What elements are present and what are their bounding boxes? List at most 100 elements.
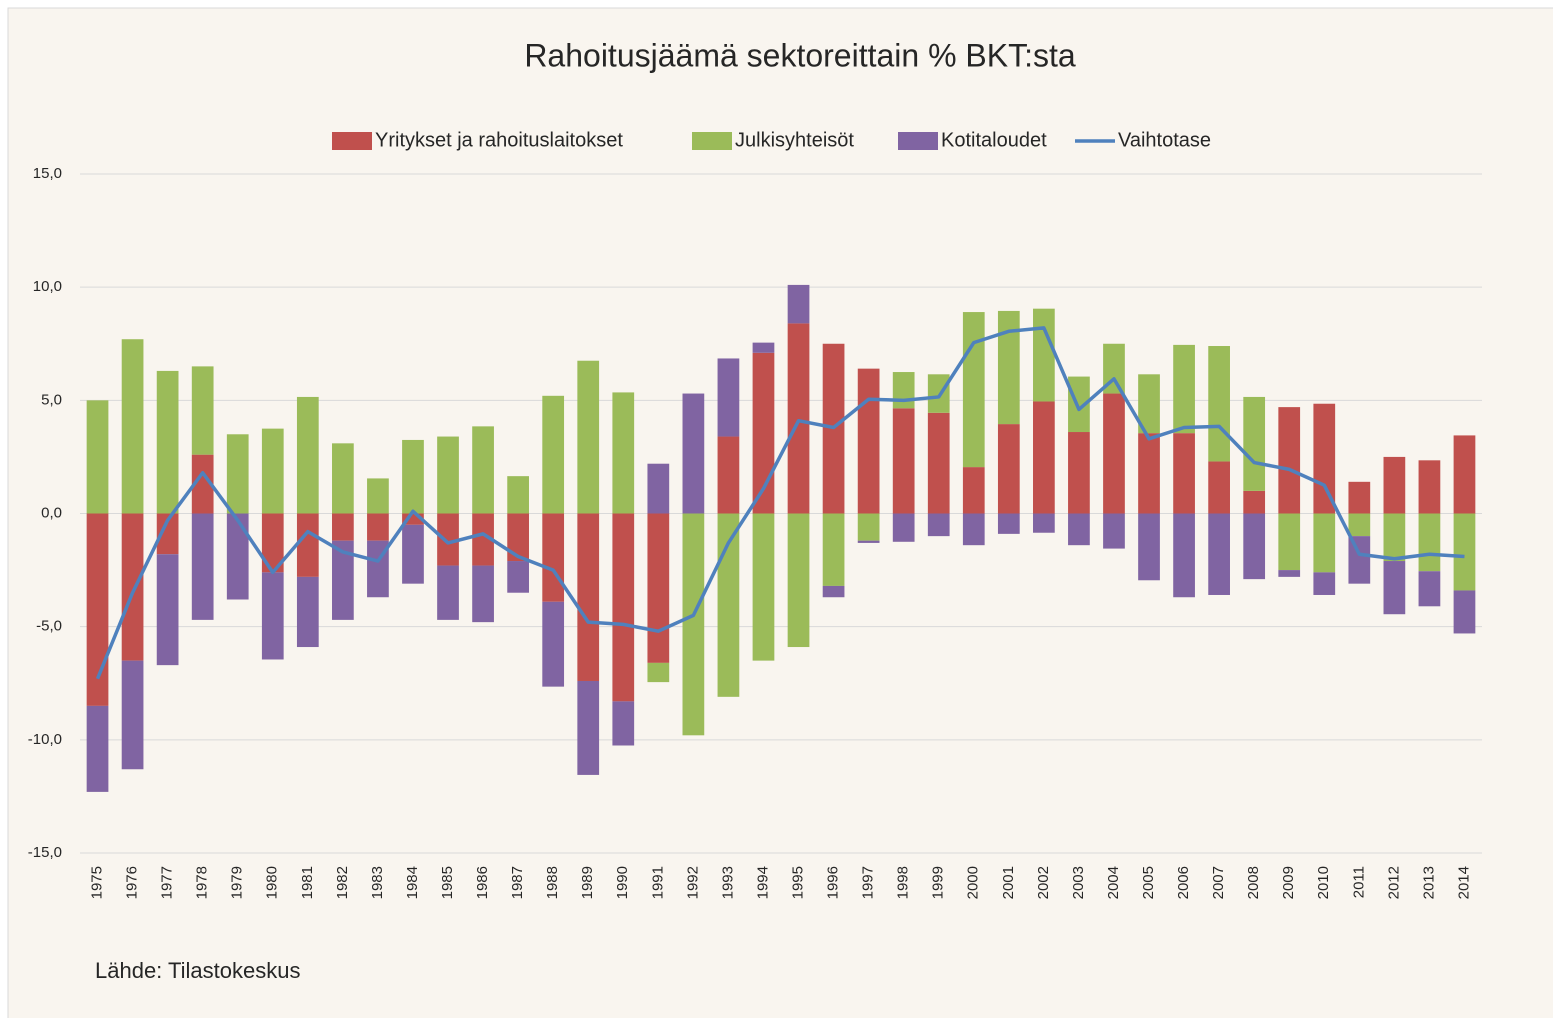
bar-segment	[507, 513, 529, 562]
bar-segment	[156, 554, 179, 666]
bar-segment	[1348, 513, 1371, 537]
bar-segment	[577, 360, 600, 514]
x-tick-label: 2002	[1035, 866, 1052, 899]
bar-segment	[682, 393, 705, 514]
x-tick-label: 1976	[124, 866, 141, 899]
bar-segment	[542, 513, 565, 602]
x-tick-label: 1980	[264, 866, 281, 899]
bar-segment	[682, 513, 705, 736]
x-tick-label: 1978	[194, 866, 211, 899]
bar-segment	[787, 323, 810, 514]
bar-segment	[1173, 344, 1195, 434]
bar-segment	[542, 395, 565, 514]
bar-segment	[1208, 346, 1230, 462]
bar-segment	[121, 513, 144, 661]
bar-segment	[86, 705, 109, 792]
bar-segment	[962, 513, 985, 546]
x-tick-label: 1990	[614, 866, 631, 899]
bar-segment	[437, 565, 459, 620]
legend-label: Yritykset ja rahoituslaitokset	[375, 129, 623, 151]
x-tick-label: 1992	[684, 866, 701, 899]
bar-segment	[752, 352, 775, 514]
bar-segment	[296, 396, 319, 514]
bar-segment	[1418, 571, 1441, 607]
bar-segment	[787, 513, 810, 648]
bar-segment	[752, 513, 775, 661]
bar-segment	[296, 513, 319, 577]
x-tick-label: 2014	[1455, 866, 1472, 899]
bar-segment	[191, 366, 214, 455]
bar-segment	[997, 310, 1020, 425]
x-tick-label: 2007	[1210, 866, 1227, 899]
x-tick-label: 1996	[825, 866, 842, 899]
x-tick-label: 1994	[754, 866, 771, 899]
bar-segment	[787, 284, 810, 324]
chart-title: Rahoitusjäämä sektoreittain % BKT:sta	[524, 37, 1076, 73]
bar-segment	[647, 513, 670, 663]
bar-segment	[857, 368, 880, 514]
bar-segment	[857, 540, 880, 543]
x-tick-label: 1997	[860, 866, 877, 899]
bar-segment	[472, 565, 494, 623]
bar-segment	[472, 426, 494, 514]
x-tick-label: 1999	[930, 866, 947, 899]
bar-segment	[261, 572, 284, 660]
source-note: Lähde: Tilastokeskus	[95, 958, 300, 983]
bar-segment	[892, 513, 915, 542]
bar-segment	[121, 339, 144, 514]
bar-segment	[1383, 513, 1406, 562]
bar-segment	[822, 513, 845, 586]
bar-segment	[1138, 433, 1160, 514]
x-tick-label: 2008	[1245, 866, 1262, 899]
bar-segment	[892, 408, 915, 514]
bar-segment	[1418, 460, 1441, 514]
x-tick-label: 1982	[334, 866, 351, 899]
x-tick-label: 1987	[509, 866, 526, 899]
bar-segment	[997, 424, 1020, 514]
bar-segment	[261, 428, 284, 514]
x-tick-label: 1979	[229, 866, 246, 899]
x-tick-label: 1998	[895, 866, 912, 899]
bar-segment	[1103, 343, 1125, 394]
bar-segment	[226, 513, 249, 600]
x-tick-label: 2006	[1175, 866, 1192, 899]
bar-segment	[1313, 403, 1336, 514]
y-tick-label: -15,0	[28, 844, 62, 861]
bar-segment	[927, 513, 950, 537]
x-tick-label: 2004	[1105, 866, 1122, 899]
bar-segment	[892, 372, 915, 409]
bar-segment	[191, 513, 214, 620]
x-tick-label: 1985	[439, 866, 456, 899]
bar-segment	[542, 601, 565, 687]
bar-segment	[1278, 570, 1301, 577]
x-tick-label: 2013	[1420, 866, 1437, 899]
bar-segment	[1033, 401, 1055, 514]
bar-segment	[156, 513, 179, 555]
x-tick-label: 2012	[1385, 866, 1402, 899]
bar-segment	[647, 662, 670, 683]
bar-segment	[1313, 513, 1336, 573]
x-tick-label: 2010	[1315, 866, 1332, 899]
bar-segment	[402, 439, 424, 514]
bar-segment	[1068, 432, 1090, 514]
legend-label: Kotitaloudet	[941, 129, 1047, 151]
bar-segment	[507, 476, 529, 514]
bar-segment	[612, 513, 635, 702]
legend-swatch	[332, 132, 372, 150]
bar-segment	[296, 576, 319, 648]
bar-segment	[1208, 461, 1230, 514]
bar-segment	[472, 513, 494, 566]
bar-segment	[927, 374, 950, 413]
bar-segment	[1103, 513, 1125, 549]
y-tick-label: 5,0	[41, 391, 62, 408]
x-tick-label: 2001	[1000, 866, 1017, 899]
legend-label: Vaihtotase	[1118, 129, 1211, 151]
bar-segment	[647, 463, 670, 514]
x-tick-label: 1984	[404, 866, 421, 899]
bar-segment	[962, 467, 985, 514]
bar-segment	[437, 513, 459, 566]
x-tick-label: 1975	[88, 866, 105, 899]
bar-segment	[1418, 513, 1441, 572]
bar-segment	[717, 436, 740, 514]
